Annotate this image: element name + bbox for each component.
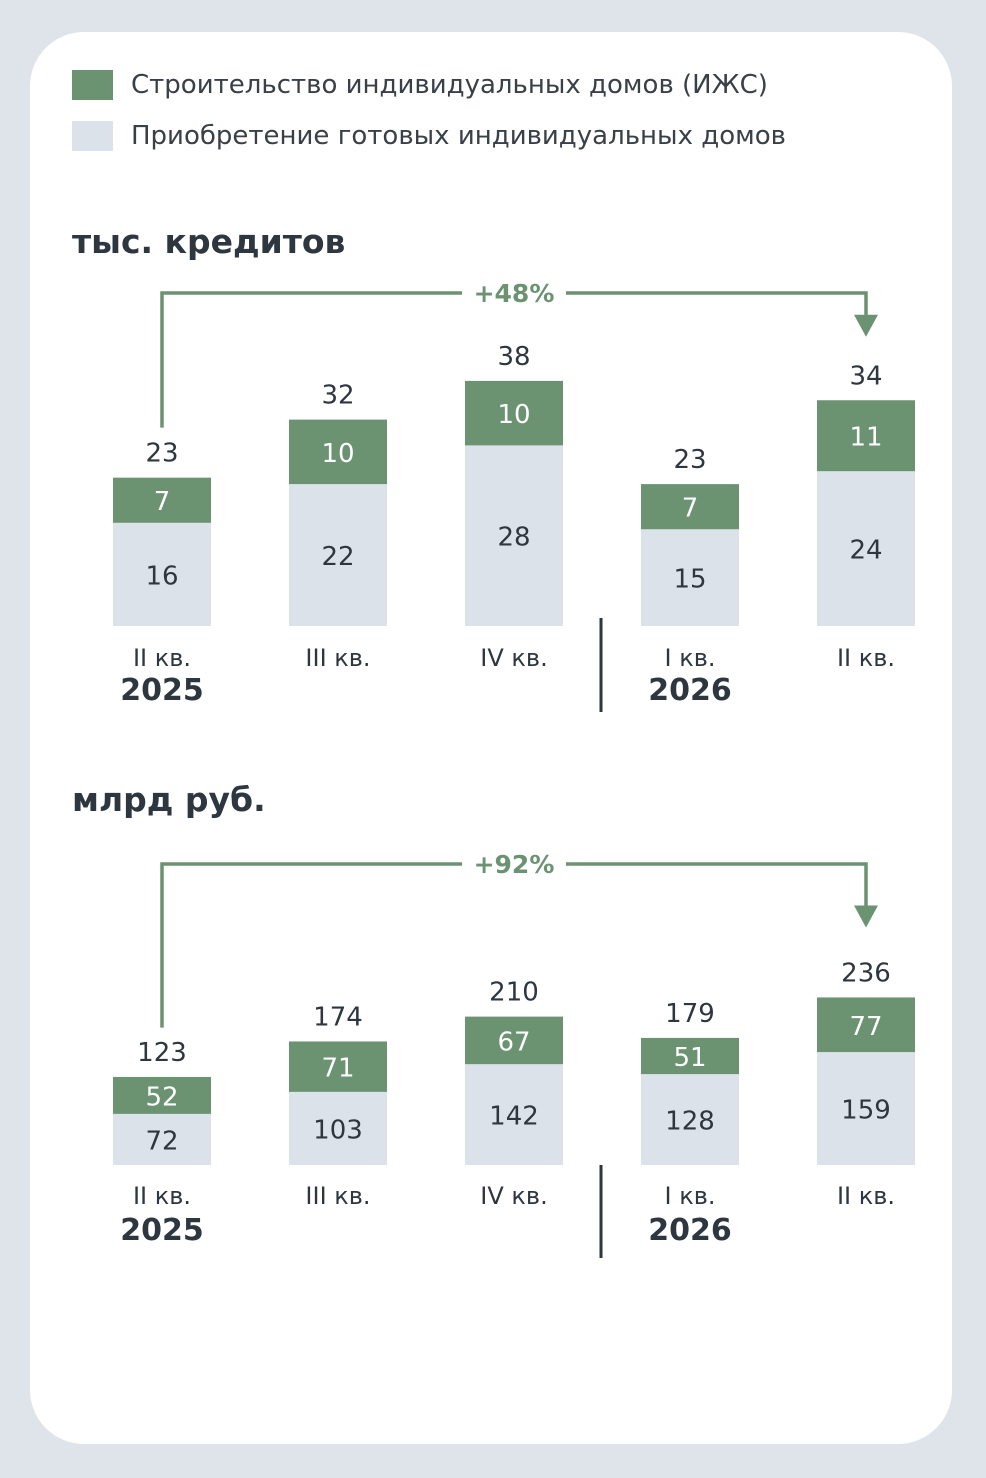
category-label: III кв. <box>305 644 370 672</box>
category-label: IV кв. <box>480 1182 547 1210</box>
bar-segment-construction <box>289 1041 387 1092</box>
data-label-purchase: 15 <box>673 565 706 595</box>
total-label: 179 <box>665 999 715 1029</box>
growth-label: +92% <box>474 850 555 879</box>
total-label: 123 <box>137 1038 187 1068</box>
chart-title-rubles: млрд руб. <box>72 780 266 819</box>
category-label: IV кв. <box>480 644 547 672</box>
growth-arrow-line <box>160 862 462 1028</box>
bar-segment-purchase <box>289 484 387 626</box>
bar-segment-purchase <box>289 1091 387 1165</box>
legend-swatch-purchase <box>72 121 113 151</box>
data-label-construction: 67 <box>497 1027 530 1057</box>
data-label-construction: 11 <box>849 423 882 453</box>
bar-segment-purchase <box>465 445 563 626</box>
total-label: 23 <box>673 445 706 475</box>
bar-segment-purchase <box>465 1064 563 1165</box>
data-label-construction: 7 <box>154 487 171 517</box>
growth-arrow-head <box>854 905 878 928</box>
data-label-purchase: 159 <box>841 1096 891 1126</box>
bar-segment-construction <box>641 484 739 530</box>
data-label-purchase: 28 <box>497 523 530 553</box>
total-label: 174 <box>313 1002 363 1032</box>
legend-label-construction: Строительство индивидуальных домов (ИЖС) <box>131 70 768 100</box>
loans-volume-chart: 72 52 123 II кв. 103 71 174 III кв. 142 67 210 IV к… <box>113 850 915 1258</box>
data-label-purchase: 24 <box>849 536 882 566</box>
total-label: 38 <box>497 342 530 372</box>
bar-segment-construction <box>817 400 915 472</box>
bar-segment-purchase <box>817 1052 915 1165</box>
data-label-purchase: 103 <box>313 1115 363 1145</box>
category-label: III кв. <box>305 1182 370 1210</box>
bar-segment-construction <box>641 1037 739 1075</box>
bar-segment-construction <box>113 477 211 523</box>
year-label: 2026 <box>648 1213 732 1248</box>
bar-segment-construction <box>113 1076 211 1114</box>
bar-segment-construction <box>817 997 915 1053</box>
chart-title-loans: тыс. кредитов <box>72 222 346 261</box>
category-label: II кв. <box>837 644 895 672</box>
bar-segment-purchase <box>113 522 211 626</box>
bar-segment-purchase <box>817 471 915 626</box>
bar-segment-purchase <box>113 1113 211 1165</box>
data-label-construction: 51 <box>673 1043 706 1073</box>
data-label-construction: 10 <box>321 439 354 469</box>
data-label-construction: 77 <box>849 1012 882 1042</box>
category-label: I кв. <box>665 1182 716 1210</box>
legend-label-purchase: Приобретение готовых индивидуальных домо… <box>131 121 786 151</box>
data-label-construction: 10 <box>497 400 530 430</box>
growth-arrow-head <box>854 314 878 337</box>
data-label-purchase: 72 <box>145 1126 178 1156</box>
total-label: 23 <box>145 439 178 469</box>
bar-segment-purchase <box>641 529 739 626</box>
data-label-construction: 71 <box>321 1054 354 1084</box>
category-label: II кв. <box>133 644 191 672</box>
legend-swatch-construction <box>72 70 113 100</box>
bar-segment-construction <box>465 380 563 446</box>
growth-label: +48% <box>474 279 555 308</box>
growth-arrow-line <box>566 291 868 317</box>
data-label-purchase: 16 <box>145 561 178 591</box>
legend-item-construction: Строительство индивидуальных домов (ИЖС) <box>72 70 768 100</box>
data-label-purchase: 128 <box>665 1107 715 1137</box>
total-label: 32 <box>321 381 354 411</box>
growth-arrow-line <box>160 291 462 428</box>
year-label: 2025 <box>120 1213 204 1248</box>
total-label: 34 <box>849 361 882 391</box>
bar-segment-construction <box>289 419 387 485</box>
loans-count-chart: 16 7 23 II кв. 22 10 32 III кв. 28 10 38 IV кв. 15 7 2… <box>113 279 915 712</box>
total-label: 210 <box>489 978 539 1008</box>
chart-card <box>30 32 952 1444</box>
category-label: I кв. <box>665 644 716 672</box>
year-label: 2025 <box>120 673 204 708</box>
category-label: II кв. <box>133 1182 191 1210</box>
data-label-construction: 7 <box>682 494 699 524</box>
year-label: 2026 <box>648 673 732 708</box>
bar-segment-construction <box>465 1016 563 1065</box>
bar-segment-purchase <box>641 1074 739 1165</box>
growth-arrow-line <box>566 862 868 908</box>
data-label-construction: 52 <box>145 1082 178 1112</box>
data-label-purchase: 22 <box>321 542 354 572</box>
category-label: II кв. <box>837 1182 895 1210</box>
data-label-purchase: 142 <box>489 1102 539 1132</box>
total-label: 236 <box>841 958 891 988</box>
legend-item-purchase: Приобретение готовых индивидуальных домо… <box>72 121 786 151</box>
